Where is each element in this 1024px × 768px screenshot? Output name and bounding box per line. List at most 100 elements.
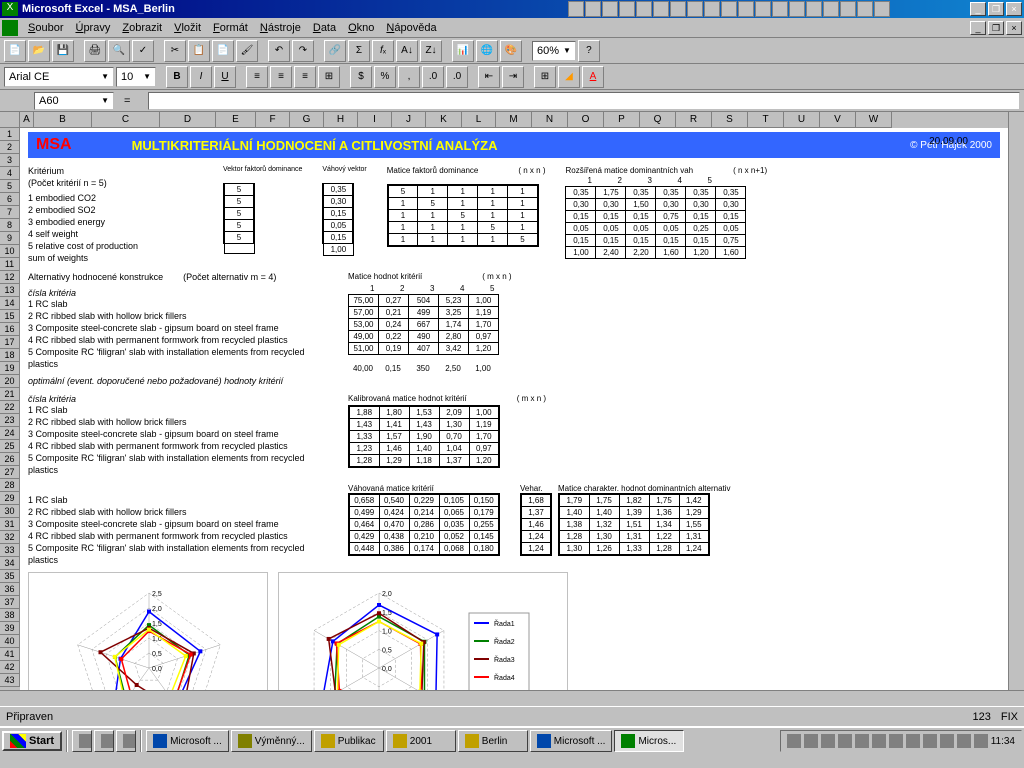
increase-decimal-button[interactable]: .0 — [422, 66, 444, 88]
tray-icon[interactable] — [889, 734, 903, 748]
tray-icon[interactable] — [923, 734, 937, 748]
autosum-button[interactable]: Σ — [348, 40, 370, 62]
tray-icon[interactable] — [738, 1, 754, 17]
column-header[interactable]: J — [392, 112, 426, 128]
column-header[interactable]: F — [256, 112, 290, 128]
preview-button[interactable]: 🔍 — [108, 40, 130, 62]
column-header[interactable]: O — [568, 112, 604, 128]
row-header[interactable]: 14 — [0, 297, 20, 310]
tray-icon[interactable] — [787, 734, 801, 748]
tray-icon[interactable] — [940, 734, 954, 748]
hyperlink-button[interactable]: 🔗 — [324, 40, 346, 62]
tray-icon[interactable] — [653, 1, 669, 17]
tray-icon[interactable] — [874, 1, 890, 17]
tray-icon[interactable] — [838, 734, 852, 748]
tray-icon[interactable] — [872, 734, 886, 748]
doc-restore-button[interactable]: ❐ — [988, 21, 1004, 35]
currency-button[interactable]: $ — [350, 66, 372, 88]
row-header[interactable]: 22 — [0, 401, 20, 414]
row-header[interactable]: 39 — [0, 622, 20, 635]
row-header[interactable]: 31 — [0, 518, 20, 531]
row-header[interactable]: 35 — [0, 570, 20, 583]
row-header[interactable]: 29 — [0, 492, 20, 505]
column-header[interactable]: A — [20, 112, 34, 128]
undo-button[interactable]: ↶ — [268, 40, 290, 62]
row-header[interactable]: 13 — [0, 284, 20, 297]
column-header[interactable]: L — [462, 112, 496, 128]
chart-button[interactable]: 📊 — [452, 40, 474, 62]
tray-icon[interactable] — [957, 734, 971, 748]
column-header[interactable]: H — [324, 112, 358, 128]
maximize-button[interactable]: ❐ — [988, 2, 1004, 16]
minimize-button[interactable]: _ — [970, 2, 986, 16]
row-header[interactable]: 9 — [0, 232, 20, 245]
row-header[interactable]: 26 — [0, 453, 20, 466]
tray-icon[interactable] — [840, 1, 856, 17]
fontsize-select[interactable]: 10▼ — [116, 67, 156, 87]
menu-formát[interactable]: Formát — [207, 20, 254, 36]
row-header[interactable]: 41 — [0, 648, 20, 661]
taskbar-task[interactable]: Microsoft ... — [146, 730, 229, 752]
column-header[interactable]: E — [216, 112, 256, 128]
borders-button[interactable]: ⊞ — [534, 66, 556, 88]
sort-asc-button[interactable]: A↓ — [396, 40, 418, 62]
tray-icon[interactable] — [804, 734, 818, 748]
tray-icon[interactable] — [772, 1, 788, 17]
menu-data[interactable]: Data — [307, 20, 342, 36]
save-button[interactable]: 💾 — [52, 40, 74, 62]
tray-icon[interactable] — [755, 1, 771, 17]
new-button[interactable]: 📄 — [4, 40, 26, 62]
format-painter-button[interactable]: 🖌 — [236, 40, 258, 62]
merge-button[interactable]: ⊞ — [318, 66, 340, 88]
menu-nástroje[interactable]: Nástroje — [254, 20, 307, 36]
tray-icon[interactable] — [602, 1, 618, 17]
tray-icon[interactable] — [670, 1, 686, 17]
quick-launch[interactable] — [72, 730, 92, 752]
column-header[interactable]: I — [358, 112, 392, 128]
taskbar-task[interactable]: Berlin — [458, 730, 528, 752]
paste-button[interactable]: 📄 — [212, 40, 234, 62]
row-header[interactable]: 28 — [0, 479, 20, 492]
row-header[interactable]: 43 — [0, 674, 20, 687]
column-header[interactable]: D — [160, 112, 216, 128]
tray-icon[interactable] — [974, 734, 988, 748]
tray-icon[interactable] — [906, 734, 920, 748]
row-header[interactable]: 4 — [0, 167, 20, 180]
formula-input[interactable] — [148, 92, 1020, 110]
copy-button[interactable]: 📋 — [188, 40, 210, 62]
vertical-scrollbar[interactable] — [1008, 112, 1024, 690]
taskbar-task[interactable]: Výměnný... — [231, 730, 312, 752]
underline-button[interactable]: U — [214, 66, 236, 88]
redo-button[interactable]: ↷ — [292, 40, 314, 62]
open-button[interactable]: 📂 — [28, 40, 50, 62]
row-header[interactable]: 30 — [0, 505, 20, 518]
row-header[interactable]: 19 — [0, 362, 20, 375]
align-left-button[interactable]: ≡ — [246, 66, 268, 88]
horizontal-scrollbar[interactable] — [0, 690, 1024, 706]
menu-zobrazit[interactable]: Zobrazit — [116, 20, 168, 36]
menu-nápověda[interactable]: Nápověda — [380, 20, 442, 36]
print-button[interactable]: 🖨 — [84, 40, 106, 62]
row-header[interactable]: 12 — [0, 271, 20, 284]
decrease-decimal-button[interactable]: .0 — [446, 66, 468, 88]
tray-icon[interactable] — [687, 1, 703, 17]
drawing-button[interactable]: 🎨 — [500, 40, 522, 62]
row-header[interactable]: 33 — [0, 544, 20, 557]
row-header[interactable]: 6 — [0, 193, 20, 206]
row-header[interactable]: 5 — [0, 180, 20, 193]
map-button[interactable]: 🌐 — [476, 40, 498, 62]
row-header[interactable]: 40 — [0, 635, 20, 648]
italic-button[interactable]: I — [190, 66, 212, 88]
row-header[interactable]: 38 — [0, 609, 20, 622]
taskbar-task[interactable]: Micros... — [614, 730, 684, 752]
column-header[interactable]: M — [496, 112, 532, 128]
quick-launch[interactable] — [94, 730, 114, 752]
cut-button[interactable]: ✂ — [164, 40, 186, 62]
quick-launch[interactable] — [116, 730, 136, 752]
tray-icon[interactable] — [721, 1, 737, 17]
align-right-button[interactable]: ≡ — [294, 66, 316, 88]
column-header[interactable]: K — [426, 112, 462, 128]
row-header[interactable]: 10 — [0, 245, 20, 258]
name-box[interactable]: A60▼ — [34, 92, 114, 110]
row-header[interactable]: 7 — [0, 206, 20, 219]
